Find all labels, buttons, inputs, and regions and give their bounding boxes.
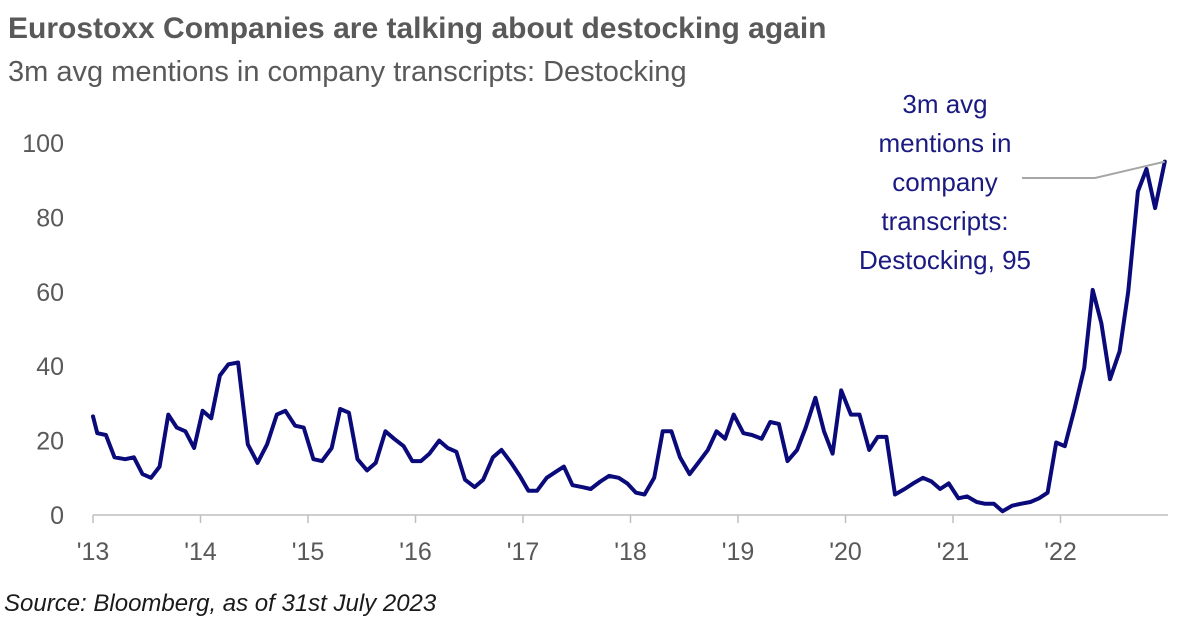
x-tick-label: '17 bbox=[507, 538, 540, 566]
annotation-label-line: Destocking, 95 bbox=[859, 245, 1031, 275]
annotation-label-line: 3m avg bbox=[902, 89, 987, 119]
x-tick-label: '13 bbox=[77, 538, 110, 566]
annotation-label-line: mentions in bbox=[879, 128, 1012, 158]
x-tick-label: '22 bbox=[1044, 538, 1077, 566]
source-note: Source: Bloomberg, as of 31st July 2023 bbox=[4, 590, 437, 617]
annotation-label-line: company bbox=[892, 167, 998, 197]
y-tick-label: 0 bbox=[50, 502, 64, 530]
series-annotation: 3m avg mentions in company transcripts: Dest… bbox=[859, 89, 1166, 275]
annotation-leader-line bbox=[1022, 160, 1166, 179]
chart-subtitle: 3m avg mentions in company transcripts: … bbox=[8, 56, 687, 88]
x-tick-label: '16 bbox=[399, 538, 432, 566]
x-tick-label: '20 bbox=[829, 538, 862, 566]
annotation-label-line: transcripts: bbox=[881, 206, 1008, 236]
series-line bbox=[91, 159, 1167, 514]
plot-area bbox=[91, 159, 1167, 514]
x-tick-label: '21 bbox=[937, 538, 970, 566]
x-tick-label: '19 bbox=[722, 538, 755, 566]
y-tick-label: 60 bbox=[36, 279, 64, 307]
y-tick-label: 80 bbox=[36, 204, 64, 232]
y-axis: 0 20 40 60 80 100 bbox=[22, 130, 64, 530]
y-tick-label: 100 bbox=[22, 130, 64, 158]
y-tick-label: 40 bbox=[36, 353, 64, 381]
x-tick-label: '15 bbox=[292, 538, 325, 566]
x-axis: '13 '14 '15 '16 '17 '18 '19 '20 '21 '22 bbox=[77, 514, 1168, 566]
chart-title: Eurostoxx Companies are talking about de… bbox=[8, 12, 827, 45]
y-tick-label: 20 bbox=[36, 428, 64, 456]
x-tick-label: '14 bbox=[184, 538, 217, 566]
x-tick-label: '18 bbox=[614, 538, 647, 566]
